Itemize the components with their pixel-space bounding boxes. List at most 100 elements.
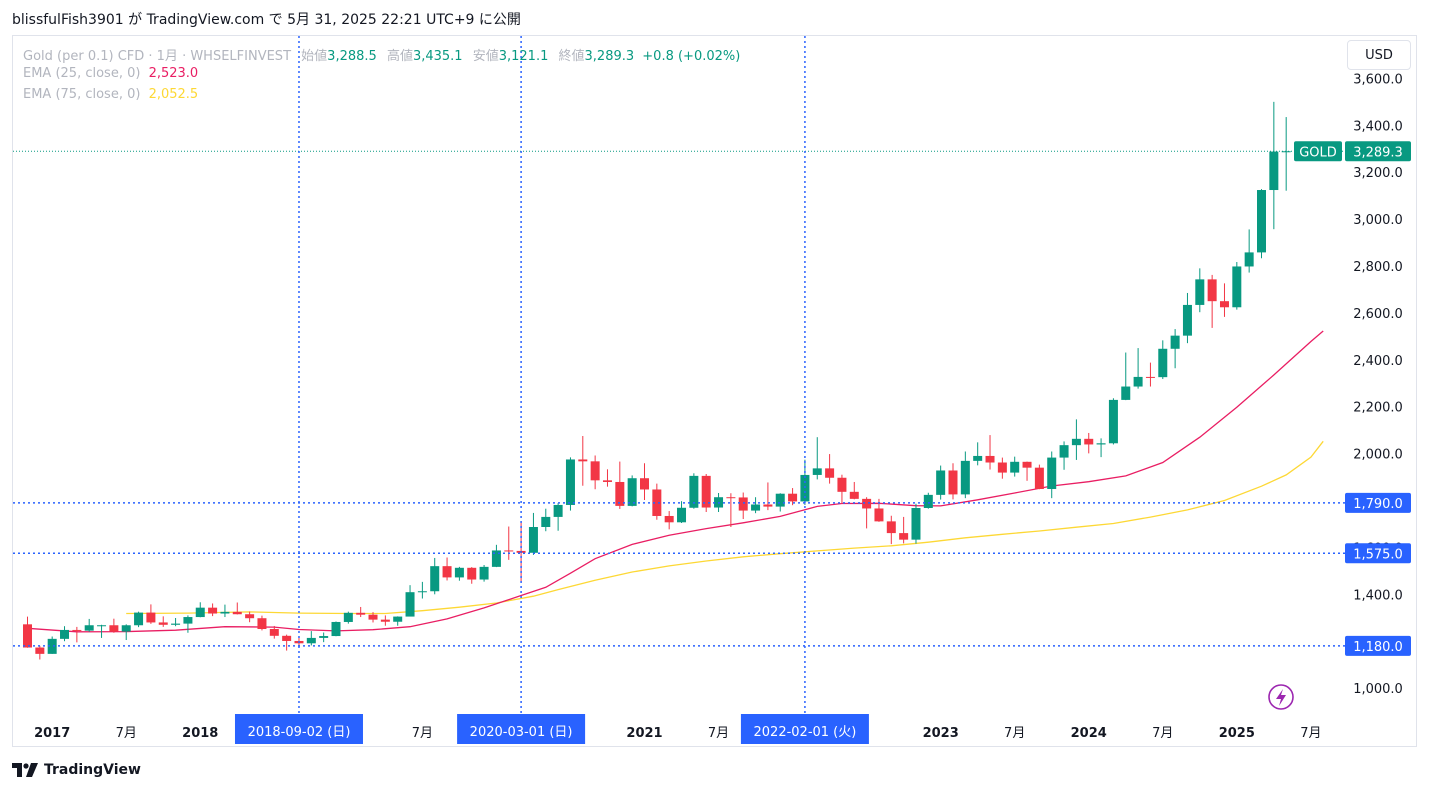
candle <box>726 493 736 527</box>
candle-body <box>1145 376 1155 378</box>
candle <box>1022 461 1032 481</box>
candle-body <box>849 491 859 499</box>
vertical-marker-badge-label: 2022-02-01 (火) <box>754 725 857 740</box>
candle <box>1232 262 1242 310</box>
candle <box>775 493 785 512</box>
candle-body <box>1133 376 1143 387</box>
candle-body <box>886 521 896 534</box>
candle-body <box>257 618 267 630</box>
candle-body <box>442 566 452 578</box>
legend-open-label: 始値 <box>301 49 328 64</box>
candle <box>1195 268 1205 313</box>
last-price-tag-label: GOLD <box>1299 145 1337 160</box>
tradingview-logo[interactable]: TradingView <box>12 762 141 778</box>
candle-body <box>701 475 711 508</box>
candle-body <box>590 461 600 481</box>
legend-ema25-value: 2,523.0 <box>148 66 199 81</box>
price-axis: 1,000.01,400.01,600.01,800.02,000.02,200… <box>1353 72 1403 697</box>
candle <box>553 503 563 531</box>
horizontal-lines <box>13 150 1345 647</box>
candle-body <box>380 619 390 622</box>
candle-body <box>121 625 131 632</box>
candle <box>1257 189 1266 259</box>
price-tick-label: 2,000.0 <box>1353 448 1403 463</box>
last-price-badge-label: 3,289.3 <box>1353 145 1403 160</box>
candle <box>171 617 181 627</box>
candle <box>1010 456 1020 477</box>
candle <box>923 492 933 509</box>
vertical-marker-badge <box>234 714 363 744</box>
candle-body <box>368 614 378 620</box>
candle-body <box>911 508 921 540</box>
candle-body <box>825 468 835 478</box>
candle <box>812 437 822 480</box>
horizontal-line-badge-label: 1,790.0 <box>1353 497 1403 512</box>
candle <box>356 606 366 618</box>
candle-body <box>183 617 193 624</box>
time-tick-label: 2018 <box>182 726 218 741</box>
candle-body <box>1269 151 1279 191</box>
candle <box>973 442 983 466</box>
chart-frame[interactable] <box>12 35 1417 747</box>
candle-body <box>356 612 366 615</box>
candle-body <box>245 614 255 619</box>
legend-ema75-label: EMA (75, close, 0) <box>23 87 141 102</box>
candle <box>47 636 57 654</box>
candle-body <box>134 612 144 626</box>
candle-body <box>97 625 107 627</box>
candle-body <box>1071 438 1081 446</box>
vertical-marker-badge <box>457 714 586 744</box>
candle <box>97 624 107 638</box>
candle <box>1145 362 1155 387</box>
candle <box>60 626 70 642</box>
candle-body <box>454 567 464 578</box>
candle <box>751 497 761 514</box>
candle-body <box>578 459 588 462</box>
candle <box>306 631 316 646</box>
candle-body <box>948 470 958 495</box>
tradingview-logo-text: TradingView <box>44 762 141 778</box>
candle <box>121 624 131 641</box>
ema75-line <box>126 440 1324 615</box>
time-axis: 2017 7月 2018 7月 2021 7月 2023 7月 2024 7月 2025 7月 <box>34 726 1321 741</box>
candle <box>911 503 921 544</box>
horizontal-line-badge <box>1345 543 1411 564</box>
legend-ema75-row: EMA (75, close, 0) 2,052.5 <box>23 87 198 102</box>
candle <box>886 515 896 545</box>
time-tick-label: 2017 <box>34 726 70 741</box>
candle <box>1219 283 1229 317</box>
time-tick-label: 7月 <box>708 726 729 741</box>
horizontal-line-badge <box>1345 492 1411 513</box>
candle <box>109 618 119 633</box>
legend-low-label: 安値 <box>472 49 499 64</box>
candle-body <box>677 507 687 523</box>
candle-body <box>1108 399 1118 444</box>
price-tick-label: 3,400.0 <box>1353 119 1403 134</box>
flash-icon-bolt <box>1276 689 1286 706</box>
currency-button[interactable]: USD <box>1347 40 1411 70</box>
candle-body <box>1059 445 1069 458</box>
legend-symbol: Gold (per 0.1) CFD · 1月 · WHSELFINVEST <box>23 49 292 64</box>
candle <box>84 618 94 632</box>
legend-ema75-value: 2,052.5 <box>148 87 199 102</box>
last-price-badge <box>1345 141 1411 162</box>
candle <box>23 616 32 648</box>
legend-high-label: 高値 <box>386 49 413 64</box>
candle-body <box>23 624 32 648</box>
time-tick-label: 7月 <box>412 726 433 741</box>
candle <box>72 626 82 643</box>
candle <box>1281 117 1291 191</box>
candle-body <box>393 616 403 622</box>
candle-body <box>874 508 884 522</box>
candle-body <box>269 629 279 636</box>
candle-body <box>1170 335 1180 349</box>
price-tick-label: 2,200.0 <box>1353 401 1403 416</box>
candle <box>1047 451 1057 499</box>
legend-low: 3,121.1 <box>498 49 549 64</box>
candle-body <box>1182 304 1192 336</box>
candle <box>220 604 230 618</box>
candle <box>454 566 464 581</box>
candle <box>343 611 353 624</box>
candle <box>368 612 378 623</box>
